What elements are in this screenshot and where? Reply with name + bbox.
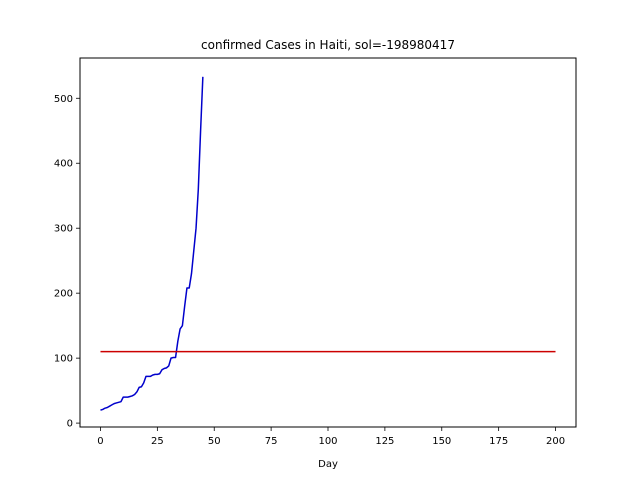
y-tick-label: 100 xyxy=(54,354,73,365)
x-axis-label: Day xyxy=(318,459,338,470)
y-tick-label: 500 xyxy=(54,94,73,105)
y-axis: 0 100 200 300 400 500 xyxy=(54,94,80,430)
series-line-1 xyxy=(100,76,204,411)
x-tick-label: 0 xyxy=(97,436,103,447)
x-tick-label: 50 xyxy=(208,436,221,447)
x-tick-label: 200 xyxy=(546,436,565,447)
x-axis: 0 25 50 75 100 125 150 175 200 xyxy=(97,427,565,447)
y-tick-label: 400 xyxy=(54,159,73,170)
y-tick-label: 300 xyxy=(54,224,73,235)
plot-lines xyxy=(100,76,556,411)
chart-title: confirmed Cases in Haiti, sol=-198980417 xyxy=(201,38,455,52)
x-tick-label: 75 xyxy=(265,436,278,447)
plot-frame xyxy=(79,57,577,428)
y-tick-label: 200 xyxy=(54,289,73,300)
x-tick-label: 125 xyxy=(375,436,394,447)
x-tick-label: 175 xyxy=(489,436,508,447)
x-tick-label: 150 xyxy=(432,436,451,447)
x-tick-label: 100 xyxy=(318,436,337,447)
y-tick-label: 0 xyxy=(67,419,73,430)
x-tick-label: 25 xyxy=(151,436,164,447)
